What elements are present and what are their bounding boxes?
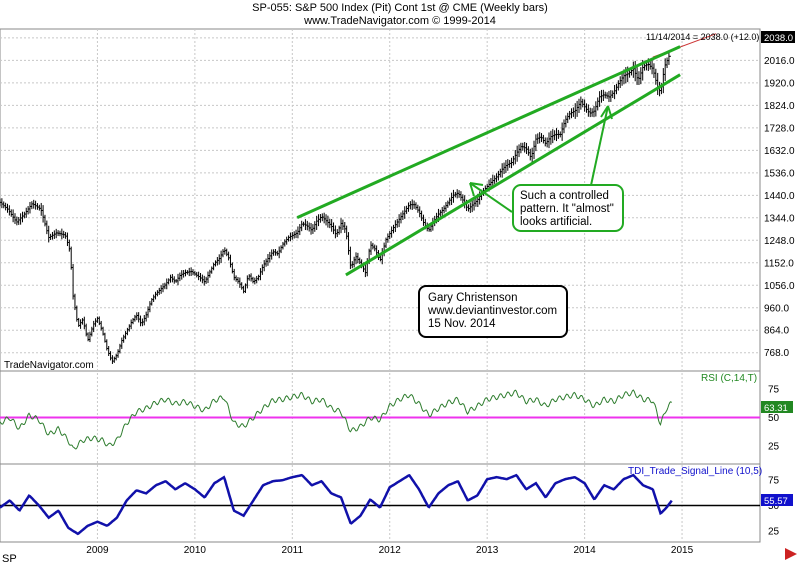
last-bar-label: 11/14/2014 = 2038.0 (+12.0)	[646, 32, 759, 42]
wedge-note-line-2: pattern. It "almost"	[520, 203, 614, 215]
price-tick-label: 1536.0	[764, 168, 795, 179]
tdi-series	[0, 473, 760, 536]
price-tick-label: 1248.0	[764, 236, 795, 247]
author-website: www.deviantinvestor.com	[428, 305, 558, 317]
wedge-lower-line	[345, 73, 681, 277]
chart-subtitle: www.TradeNavigator.com © 1999-2014	[304, 15, 496, 27]
x-axis-ticks: 2009 2010 2011 2012 2013 2014 2015	[86, 545, 693, 556]
tdi-value-tag-bg	[761, 494, 793, 506]
tdi-panel-frame	[0, 463, 761, 543]
wedge-lines	[296, 33, 717, 277]
rsi-tick-label: 75	[768, 385, 780, 396]
price-tick-label: 768.0	[764, 348, 789, 359]
right-arrow-head	[600, 105, 613, 120]
price-tick-label: 1056.0	[764, 281, 795, 292]
price-tick-label: 1920.0	[764, 78, 795, 89]
wedge-note-box: Such a controlled pattern. It "almost" l…	[512, 184, 624, 232]
author-name: Gary Christenson	[428, 292, 518, 304]
scroll-right-icon[interactable]	[785, 548, 797, 560]
tdi-tick-label: 25	[768, 526, 780, 537]
price-tick-label: 1344.0	[764, 213, 795, 224]
x-tick-label: 2012	[379, 545, 402, 556]
price-tick-label: 960.0	[764, 303, 789, 314]
tdi-tick-label: 75	[768, 476, 780, 487]
author-box: Gary Christenson www.deviantinvestor.com…	[418, 285, 568, 338]
symbol-label: SP	[2, 553, 17, 565]
grid-lines	[0, 29, 760, 542]
rsi-value-tag-bg	[761, 401, 793, 413]
wedge-upper-line	[296, 45, 681, 219]
right-arrow-shaft	[589, 105, 609, 191]
x-tick-label: 2015	[671, 545, 694, 556]
x-tick-label: 2011	[282, 545, 304, 556]
last-price-tag-bg	[761, 31, 795, 43]
price-tick-label: 864.0	[764, 326, 789, 337]
rsi-label: RSI (C,14,T)	[701, 373, 757, 384]
price-tick-label: 2016.0	[764, 56, 795, 67]
wedge-note-line-1: Such a controlled	[520, 190, 609, 202]
x-tick-label: 2010	[184, 545, 207, 556]
rsi-line	[0, 389, 673, 450]
tdi-value-tag: 55.57	[764, 496, 788, 507]
price-tick-label: 1152.0	[764, 258, 794, 269]
chart-title: SP-055: S&P 500 Index (Pit) Cont 1st @ C…	[252, 2, 548, 14]
rsi-value-tag: 63.31	[764, 403, 788, 414]
rsi-tick-label: 50	[768, 413, 780, 424]
tdi-tick-label: 50	[768, 501, 780, 512]
left-arrow-head	[469, 182, 484, 197]
x-tick-label: 2009	[86, 545, 109, 556]
wedge-note-line-3: looks artificial.	[520, 216, 593, 228]
x-tick-label: 2013	[476, 545, 499, 556]
price-tick-label: 1440.0	[764, 191, 795, 202]
tdi-label: TDI_Trade_Signal_Line (10,5)	[628, 466, 762, 477]
x-tick-label: 2014	[573, 545, 596, 556]
rsi-series	[0, 389, 760, 450]
left-arrow-shaft	[469, 182, 513, 213]
author-date: 15 Nov. 2014	[428, 318, 496, 330]
last-price-tag: 2038.0	[764, 33, 793, 44]
watermark: TradeNavigator.com	[4, 360, 94, 371]
price-tick-label: 1632.0	[764, 146, 795, 157]
annotation-arrows	[469, 105, 613, 213]
rsi-tick-label: 25	[768, 441, 780, 452]
price-panel-frame	[0, 28, 761, 372]
price-tick-label: 1728.0	[764, 123, 795, 134]
y-axis-ticks: 2112.02016.01920.01824.01728.01632.01536…	[764, 33, 795, 537]
tdi-line	[0, 473, 673, 536]
price-tick-label: 1824.0	[764, 101, 795, 112]
